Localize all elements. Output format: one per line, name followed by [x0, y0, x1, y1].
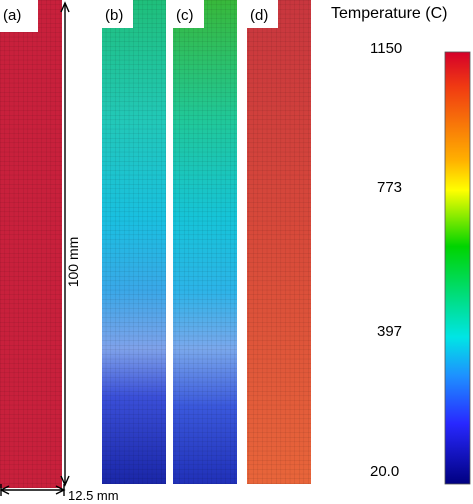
width-label: 12.5 mm: [68, 488, 119, 503]
colorbar: Temperature (C) 1150 773 397 20.0: [331, 5, 471, 485]
panel-d-label: (d): [250, 7, 268, 24]
panel-a-notch: [0, 0, 38, 32]
panel-b-notch: [102, 0, 133, 28]
colorbar-tick-max: 1150: [370, 40, 402, 57]
panel-c-notch: [173, 0, 204, 28]
colorbar-tick-397: 397: [377, 323, 402, 340]
colorbar-tick-773: 773: [377, 179, 402, 196]
width-dimension: 12.5 mm: [0, 484, 119, 503]
panel-c-label: (c): [176, 7, 194, 24]
height-label: 100 mm: [65, 237, 81, 288]
panel-d-notch: [247, 0, 278, 28]
colorbar-title: Temperature (C): [331, 5, 447, 22]
panel-a: (a): [0, 0, 62, 488]
panel-b-label: (b): [105, 7, 123, 24]
colorbar-scale: [444, 51, 471, 485]
panel-c: (c): [173, 0, 237, 484]
height-dimension: 100 mm: [60, 1, 81, 487]
panel-b: (b): [102, 0, 166, 484]
panel-d: (d): [247, 0, 311, 484]
panel-a-label: (a): [3, 7, 21, 24]
colorbar-tick-min: 20.0: [370, 463, 399, 480]
